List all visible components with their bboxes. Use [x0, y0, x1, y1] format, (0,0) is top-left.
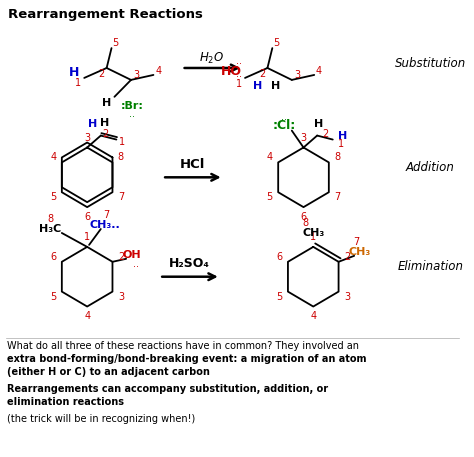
Text: Addition: Addition: [406, 161, 455, 174]
Text: H: H: [271, 81, 280, 91]
Text: CH₃: CH₃: [349, 247, 371, 257]
Text: 6: 6: [50, 252, 56, 262]
Text: (either H or C) to an adjacent carbon: (either H or C) to an adjacent carbon: [7, 367, 210, 377]
Text: 4: 4: [316, 66, 322, 76]
Text: 1: 1: [119, 137, 125, 147]
Text: 1: 1: [337, 138, 344, 149]
Text: Rearrangements can accompany substitution, addition, or: Rearrangements can accompany substitutio…: [7, 384, 328, 394]
Text: 6: 6: [301, 212, 307, 222]
Text: CH₃: CH₃: [302, 228, 324, 238]
Text: 4: 4: [310, 312, 316, 321]
Text: ..: ..: [129, 109, 135, 119]
Text: 2: 2: [344, 252, 350, 262]
Text: HCl: HCl: [180, 158, 205, 171]
Text: H: H: [253, 81, 262, 91]
Text: H: H: [69, 66, 80, 80]
Text: 7: 7: [118, 192, 124, 202]
Text: 6: 6: [84, 212, 90, 222]
Text: H: H: [100, 117, 109, 128]
Text: 5: 5: [50, 292, 56, 302]
Text: Substitution: Substitution: [394, 57, 466, 69]
Text: 8: 8: [302, 218, 309, 228]
Text: 3: 3: [295, 70, 301, 80]
Text: H: H: [338, 131, 347, 141]
Text: 4: 4: [155, 66, 161, 76]
Text: 5: 5: [273, 38, 279, 48]
Text: 2: 2: [118, 252, 124, 262]
Text: 5: 5: [276, 292, 283, 302]
Text: 2: 2: [322, 128, 328, 138]
Text: 5: 5: [50, 192, 56, 202]
Text: 5: 5: [112, 38, 118, 48]
Text: HO: HO: [221, 65, 242, 79]
Text: 3: 3: [84, 133, 90, 143]
Text: Elimination: Elimination: [397, 260, 463, 273]
Text: 1: 1: [236, 79, 242, 89]
Text: 1: 1: [84, 232, 90, 242]
Text: 8: 8: [47, 214, 53, 224]
Text: OH: OH: [123, 250, 141, 260]
Text: 3: 3: [301, 133, 307, 143]
Text: CH₃..: CH₃..: [89, 220, 120, 230]
Text: 7: 7: [353, 237, 359, 247]
Text: 2: 2: [259, 69, 266, 79]
Text: 8: 8: [334, 153, 340, 162]
Text: 3: 3: [344, 292, 350, 302]
Text: 5: 5: [266, 192, 273, 202]
Text: What do all three of these reactions have in common? They involved an: What do all three of these reactions hav…: [7, 341, 359, 351]
Text: H: H: [314, 119, 324, 128]
Text: 4: 4: [267, 153, 273, 162]
Text: ..: ..: [281, 112, 287, 122]
Text: 3: 3: [134, 70, 140, 80]
Text: :Br:: :Br:: [120, 101, 144, 111]
Text: elimination reactions: elimination reactions: [7, 397, 124, 407]
Text: ..: ..: [236, 69, 242, 79]
Text: 3: 3: [118, 292, 124, 302]
Text: H₃C: H₃C: [39, 224, 61, 234]
Text: 4: 4: [84, 312, 90, 321]
Text: extra bond-forming/bond-breaking event: a migration of an atom: extra bond-forming/bond-breaking event: …: [7, 354, 367, 364]
Text: 1: 1: [75, 78, 82, 88]
Text: H₂SO₄: H₂SO₄: [169, 257, 210, 270]
Text: Rearrangement Reactions: Rearrangement Reactions: [8, 8, 203, 21]
Text: :Cl:: :Cl:: [273, 119, 296, 132]
Text: 1: 1: [310, 232, 316, 242]
Text: (the trick will be in recognizing when!): (the trick will be in recognizing when!): [7, 414, 195, 424]
Text: ..: ..: [236, 56, 242, 66]
Text: 7: 7: [103, 210, 110, 220]
Text: H: H: [88, 119, 98, 128]
Text: 7: 7: [334, 192, 340, 202]
Text: 6: 6: [276, 252, 283, 262]
Text: 8: 8: [118, 153, 124, 162]
Text: H: H: [102, 98, 111, 108]
Text: 2: 2: [99, 69, 105, 79]
Text: 4: 4: [50, 153, 56, 162]
Text: 2: 2: [102, 128, 109, 138]
Text: $H_2O$: $H_2O$: [199, 50, 225, 66]
Text: ..: ..: [133, 259, 139, 269]
